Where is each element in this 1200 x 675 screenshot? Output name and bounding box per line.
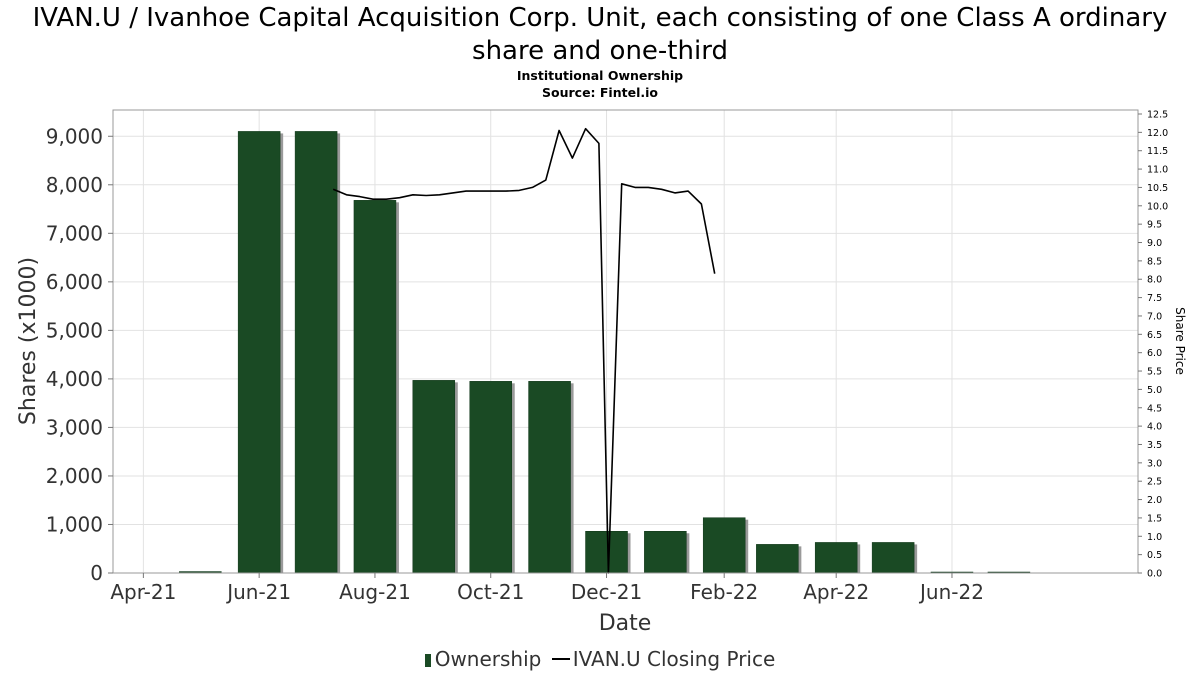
y2-tick-label: 12.0 — [1147, 128, 1168, 139]
y2-tick-label: 11.5 — [1147, 146, 1168, 157]
ownership-bar — [644, 531, 687, 574]
y2-tick-label: 8.0 — [1147, 275, 1162, 286]
y2-tick-label: 1.0 — [1147, 532, 1162, 543]
price-line-layer — [332, 127, 716, 574]
x-tick-label: Aug-21 — [339, 580, 411, 604]
y-tick-label: 9,000 — [46, 124, 103, 148]
ownership-bar — [756, 544, 799, 574]
legend: Ownership IVAN.U Closing Price — [0, 647, 1200, 671]
y2-tick-label: 1.5 — [1147, 513, 1162, 524]
legend-swatch-price — [551, 658, 570, 660]
y2-tick-label: 5.0 — [1147, 385, 1162, 396]
legend-label-ownership: Ownership — [434, 647, 542, 671]
y2-tick-label: 12.5 — [1147, 110, 1168, 121]
y2-tick-label: 6.0 — [1147, 348, 1162, 359]
legend-swatch-ownership — [424, 654, 431, 667]
legend-label-price: IVAN.U Closing Price — [572, 647, 776, 671]
price-line — [332, 127, 716, 574]
x-axis-label: Date — [599, 611, 652, 636]
y2-tick-label: 3.5 — [1147, 440, 1162, 451]
y2-tick-label: 0.5 — [1147, 550, 1162, 561]
y2-tick-label: 9.0 — [1147, 238, 1162, 249]
x-axis-ticks: Apr-21 Jun-21 Aug-21 Oct-21 Dec-21 Feb-22 Apr-… — [110, 573, 984, 604]
x-tick-label: Feb-22 — [690, 580, 758, 604]
chart-subtitle-ownership: Institutional Ownership — [516, 68, 684, 83]
y2-tick-label: 6.5 — [1147, 330, 1162, 341]
y2-tick-label: 9.5 — [1147, 220, 1162, 231]
legend-item-price: IVAN.U Closing Price — [551, 647, 776, 671]
y-axis-label: Shares (x1000) — [16, 257, 41, 425]
y2-axis-label: Share Price — [1173, 307, 1187, 375]
ownership-bar — [702, 517, 746, 574]
ownership-bar — [294, 131, 338, 574]
y2-tick-label: 4.0 — [1147, 422, 1162, 433]
y2-tick-label: 10.5 — [1147, 183, 1168, 194]
y2-tick-label: 10.0 — [1147, 201, 1168, 212]
y-tick-label: 7,000 — [46, 221, 103, 245]
y-tick-label: 0 — [90, 561, 103, 585]
y-axis-ticks: 0 1,000 2,000 3,000 4,000 5,000 6,000 7,000 8,00… — [46, 124, 113, 585]
y2-tick-label: 7.0 — [1147, 311, 1162, 322]
y-tick-label: 8,000 — [46, 173, 103, 197]
ownership-bar — [528, 381, 571, 574]
y2-tick-label: 5.5 — [1147, 367, 1162, 378]
x-tick-label: Dec-21 — [571, 580, 642, 604]
ownership-bar — [814, 542, 858, 574]
plot-frame — [112, 109, 1139, 574]
ownership-bar — [469, 381, 512, 574]
legend-item-ownership: Ownership — [424, 647, 542, 671]
chart-title: IVAN.U / Ivanhoe Capital Acquisition Cor… — [32, 3, 1168, 66]
ownership-bar — [871, 542, 915, 574]
y2-tick-label: 4.5 — [1147, 403, 1162, 414]
y-tick-label: 3,000 — [46, 415, 103, 439]
x-tick-label: Oct-21 — [457, 580, 524, 604]
chart-subtitle-source: Source: Fintel.io — [542, 85, 658, 100]
x-tick-label: Apr-22 — [803, 580, 869, 604]
y2-axis-ticks: 0.0 0.5 1.0 1.5 2.0 2.5 3.0 3.5 4.0 4.5 5.0 5.5 6.0 6… — [1138, 110, 1168, 580]
y-tick-label: 2,000 — [46, 464, 103, 488]
y-tick-label: 5,000 — [46, 318, 103, 342]
y2-tick-label: 8.5 — [1147, 256, 1162, 267]
ownership-bars — [179, 131, 1031, 574]
y2-tick-label: 7.5 — [1147, 293, 1162, 304]
y2-tick-label: 2.0 — [1147, 495, 1162, 506]
x-tick-label: Jun-21 — [225, 580, 291, 604]
ownership-bar — [412, 380, 456, 574]
y-tick-label: 6,000 — [46, 270, 103, 294]
y2-tick-label: 11.0 — [1147, 165, 1168, 176]
y2-tick-label: 0.0 — [1147, 569, 1162, 580]
ownership-bar — [585, 531, 628, 574]
ownership-bar — [237, 131, 281, 574]
ownership-bar — [353, 200, 397, 574]
y-tick-label: 4,000 — [46, 367, 103, 391]
x-tick-label: Jun-22 — [918, 580, 984, 604]
x-tick-label: Apr-21 — [110, 580, 176, 604]
y2-tick-label: 2.5 — [1147, 477, 1162, 488]
y-tick-label: 1,000 — [46, 512, 103, 536]
y2-tick-label: 3.0 — [1147, 458, 1162, 469]
